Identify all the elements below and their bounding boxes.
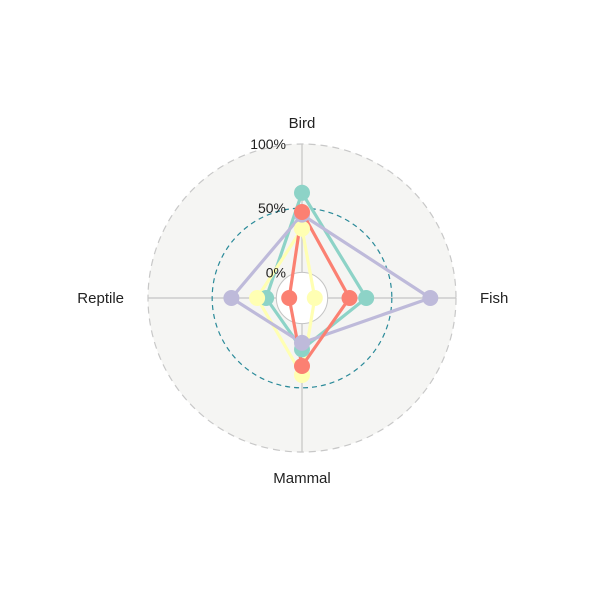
series-2-point-reptile (249, 290, 265, 306)
axis-label-reptile: Reptile (77, 290, 124, 307)
series-4-point-mammal (294, 358, 310, 374)
series-4-point-fish (342, 290, 358, 306)
tick-label-100: 100% (250, 136, 286, 152)
tick-label-0: 0% (266, 264, 286, 280)
series-3-point-mammal (294, 335, 310, 351)
series-1-point-fish (358, 290, 374, 306)
series-2-point-fish (307, 290, 323, 306)
series-1-point-bird (294, 185, 310, 201)
series-4-point-reptile (281, 290, 297, 306)
series-4-point-bird (294, 204, 310, 220)
tick-label-50: 50% (258, 200, 286, 216)
series-3-point-reptile (223, 290, 239, 306)
series-2-point-bird (294, 221, 310, 237)
axis-label-mammal: Mammal (273, 470, 331, 487)
axis-label-fish: Fish (480, 290, 508, 307)
series-3-point-fish (422, 290, 438, 306)
axis-label-bird: Bird (289, 115, 316, 132)
